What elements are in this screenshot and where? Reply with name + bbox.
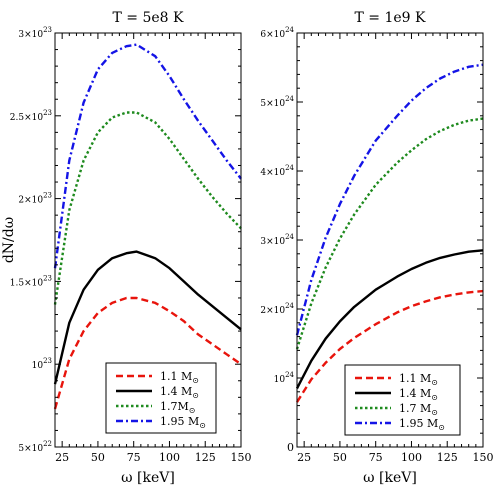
y-tick-mantissa: 5×10	[260, 99, 285, 109]
legend-sun-symbol: ⊙	[192, 391, 199, 400]
legend-series-name: 1.1 M	[399, 372, 431, 385]
y-tick-exponent: 23	[43, 109, 52, 117]
legend-sun-symbol: ⊙	[438, 423, 445, 432]
panel-title: T = 1e9 K	[355, 10, 427, 26]
panel-title: T = 5e8 K	[113, 10, 185, 26]
y-tick-exponent: 24	[285, 164, 294, 172]
x-tick-label: 100	[401, 451, 422, 464]
y-tick-exponent: 24	[285, 95, 294, 103]
series-line-1	[53, 296, 242, 410]
legend-sun-symbol: ⊙	[431, 378, 438, 387]
x-tick-label: 50	[333, 451, 347, 464]
x-axis-label: ω [keV]	[363, 470, 417, 486]
legend-sun-symbol: ⊙	[192, 376, 199, 385]
y-tick-exponent: 24	[285, 26, 294, 34]
legend-series-name: 1.4 M	[399, 387, 431, 400]
legend-label-4: 1.95 M⊙	[160, 415, 206, 430]
left-panel: 25 50 75 100 125 1505×102210231.5×10232×10232…	[1, 10, 252, 486]
y-tick-exponent: 23	[43, 274, 52, 282]
series-line-3	[295, 117, 484, 350]
y-tick-label: 5×1024	[260, 95, 294, 109]
series-line-1	[295, 289, 484, 403]
y-tick-mantissa: 10	[32, 361, 44, 371]
series-line-4	[53, 43, 242, 269]
y-tick-label: 2×1023	[18, 192, 52, 206]
x-tick-label: 50	[91, 451, 105, 464]
y-tick-mantissa: 3×10	[18, 30, 43, 40]
series-line-3	[53, 111, 242, 305]
legend-sun-symbol: ⊙	[199, 421, 206, 430]
legend-series-name: 1.7 M	[399, 402, 431, 415]
legend-label-1: 1.1 M⊙	[160, 370, 199, 385]
y-tick-mantissa: 2×10	[260, 306, 285, 316]
y-tick-mantissa: 1.5×10	[10, 278, 44, 288]
y-tick-mantissa: 2×10	[18, 196, 43, 206]
x-tick-label: 150	[473, 451, 494, 464]
y-tick-exponent: 22	[43, 440, 52, 448]
series-line-2	[53, 250, 242, 385]
legend-label-2: 1.4 M⊙	[399, 387, 438, 402]
x-axis-label: ω [keV]	[121, 470, 175, 486]
y-tick-exponent: 23	[43, 26, 52, 34]
y-tick-label: 5×1022	[18, 440, 52, 454]
legend-sun-symbol: ⊙	[431, 408, 438, 417]
y-tick-exponent: 24	[285, 371, 294, 379]
x-tick-label: 75	[127, 451, 141, 464]
y-tick-mantissa: 6×10	[260, 30, 285, 40]
y-tick-label: 1024	[274, 371, 295, 385]
y-tick-label: 6×1024	[260, 26, 294, 40]
x-tick-label: 100	[159, 451, 180, 464]
legend-label-3: 1.7 M⊙	[399, 402, 438, 417]
y-tick-mantissa: 5×10	[18, 444, 43, 454]
y-tick-mantissa: 2.5×10	[10, 113, 44, 123]
legend-sun-symbol: ⊙	[431, 393, 438, 402]
legend-label-1: 1.1 M⊙	[399, 372, 438, 387]
y-tick-mantissa: 4×10	[260, 168, 285, 178]
legend-label-4: 1.95 M⊙	[399, 417, 445, 432]
legend-series-name: 1.95 M	[160, 415, 199, 428]
x-tick-label: 25	[297, 451, 311, 464]
legend-label-3: 1.7M⊙	[160, 400, 195, 415]
series-line-2	[295, 249, 484, 389]
y-tick-exponent: 23	[43, 192, 52, 200]
y-tick-exponent: 24	[285, 233, 294, 241]
y-tick-label: 1.5×1023	[10, 274, 52, 288]
x-tick-label: 75	[369, 451, 383, 464]
y-tick-exponent: 24	[285, 302, 294, 310]
y-tick-label: 3×1023	[18, 26, 52, 40]
x-tick-label: 25	[55, 451, 69, 464]
legend-label-2: 1.4 M⊙	[160, 385, 199, 400]
legend-box	[105, 362, 217, 434]
x-tick-label: 125	[437, 451, 458, 464]
legend-series-name: 1.4 M	[160, 385, 192, 398]
y-tick-mantissa: 10	[274, 375, 286, 385]
y-tick-label: 2×1024	[260, 302, 294, 316]
y-axis-label: dN/dω	[1, 217, 17, 263]
legend-series-name: 1.95 M	[399, 417, 438, 430]
right-panel: 25 50 75 100 125 150010242×10243×10244×10245×…	[260, 10, 493, 486]
y-tick-label: 0	[287, 441, 294, 454]
y-tick-label: 3×1024	[260, 233, 294, 247]
legend-series-name: 1.1 M	[160, 370, 192, 383]
legend-series-name: 1.7M	[160, 400, 189, 413]
y-tick-label: 1023	[32, 357, 52, 371]
x-tick-label: 150	[231, 451, 252, 464]
legend-sun-symbol: ⊙	[189, 406, 196, 415]
y-tick-label: 2.5×1023	[10, 109, 52, 123]
y-tick-exponent: 23	[43, 357, 52, 365]
series-line-4	[295, 63, 484, 336]
legend-box	[344, 364, 461, 436]
x-tick-label: 125	[195, 451, 216, 464]
y-tick-mantissa: 3×10	[260, 237, 285, 247]
y-tick-label: 4×1024	[260, 164, 294, 178]
